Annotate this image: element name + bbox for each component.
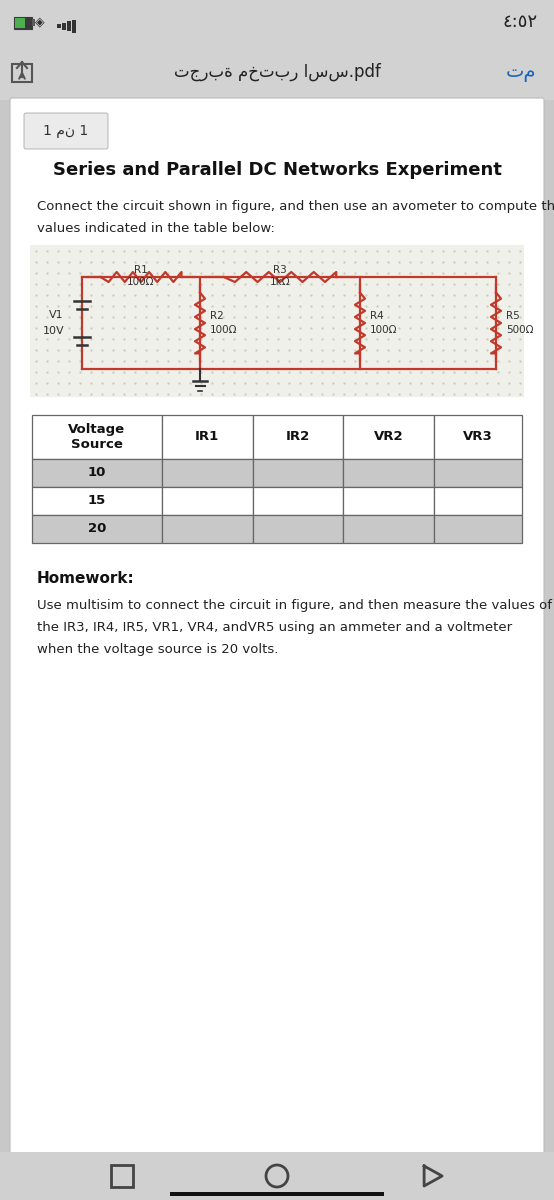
Text: VR3: VR3 <box>463 431 493 444</box>
Bar <box>343 458 434 487</box>
Bar <box>0 0 554 44</box>
Text: 100Ω: 100Ω <box>127 277 155 287</box>
Bar <box>32 487 162 515</box>
Bar <box>434 415 522 458</box>
Text: 100Ω: 100Ω <box>210 325 238 335</box>
Text: IR1: IR1 <box>195 431 219 444</box>
Bar <box>434 487 522 515</box>
Bar <box>32 19 35 26</box>
Text: تم: تم <box>505 62 536 82</box>
Text: R3: R3 <box>273 265 287 275</box>
Bar <box>170 1192 384 1196</box>
Bar <box>434 458 522 487</box>
Bar <box>253 515 343 542</box>
Bar <box>57 24 60 28</box>
Bar <box>32 515 162 542</box>
Bar <box>32 458 162 487</box>
Bar <box>32 415 162 458</box>
Bar <box>253 415 343 458</box>
Text: when the voltage source is 20 volts.: when the voltage source is 20 volts. <box>37 643 278 656</box>
Text: R2: R2 <box>210 311 224 320</box>
Text: R1: R1 <box>134 265 148 275</box>
Bar <box>343 415 434 458</box>
Bar <box>12 64 32 82</box>
Text: Connect the circuit shown in figure, and then use an avometer to compute the: Connect the circuit shown in figure, and… <box>37 200 554 214</box>
Bar <box>162 415 253 458</box>
Text: Series and Parallel DC Networks Experiment: Series and Parallel DC Networks Experime… <box>53 161 501 179</box>
Text: 20: 20 <box>88 522 106 535</box>
Bar <box>343 487 434 515</box>
Bar <box>162 458 253 487</box>
Text: Use multisim to connect the circuit in figure, and then measure the values of: Use multisim to connect the circuit in f… <box>37 599 552 612</box>
Text: Homework:: Homework: <box>37 571 135 586</box>
Text: 10: 10 <box>88 467 106 480</box>
Text: 10V: 10V <box>42 326 64 336</box>
Text: 1 من 1: 1 من 1 <box>43 124 89 138</box>
Bar <box>343 515 434 542</box>
Bar <box>111 1165 133 1187</box>
Bar <box>253 458 343 487</box>
Bar <box>434 515 522 542</box>
Text: IR2: IR2 <box>286 431 310 444</box>
FancyBboxPatch shape <box>24 113 108 149</box>
Text: values indicated in the table below:: values indicated in the table below: <box>37 222 275 235</box>
Bar <box>162 487 253 515</box>
Text: the IR3, IR4, IR5, VR1, VR4, andVR5 using an ammeter and a voltmeter: the IR3, IR4, IR5, VR1, VR4, andVR5 usin… <box>37 622 512 634</box>
Bar <box>15 18 25 28</box>
Bar <box>67 20 70 31</box>
Text: 100Ω: 100Ω <box>370 325 398 335</box>
Text: R4: R4 <box>370 311 384 320</box>
Text: ٤:٥٢: ٤:٥٢ <box>503 13 538 31</box>
Bar <box>14 17 32 29</box>
Bar <box>62 23 65 30</box>
Bar <box>253 487 343 515</box>
Bar <box>30 245 524 397</box>
Text: VR2: VR2 <box>373 431 403 444</box>
Text: 500Ω: 500Ω <box>506 325 534 335</box>
Bar <box>0 44 554 100</box>
FancyBboxPatch shape <box>10 98 544 1157</box>
Text: Voltage
Source: Voltage Source <box>68 422 126 451</box>
Bar <box>72 19 75 32</box>
Text: ◈: ◈ <box>35 16 45 29</box>
Bar <box>0 1152 554 1200</box>
Text: 15: 15 <box>88 494 106 508</box>
Text: R5: R5 <box>506 311 520 320</box>
Text: 1kΩ: 1kΩ <box>270 277 290 287</box>
Text: تجربة مختبر اسس.pdf: تجربة مختبر اسس.pdf <box>173 62 381 82</box>
Text: V1: V1 <box>49 310 64 320</box>
Bar <box>162 515 253 542</box>
